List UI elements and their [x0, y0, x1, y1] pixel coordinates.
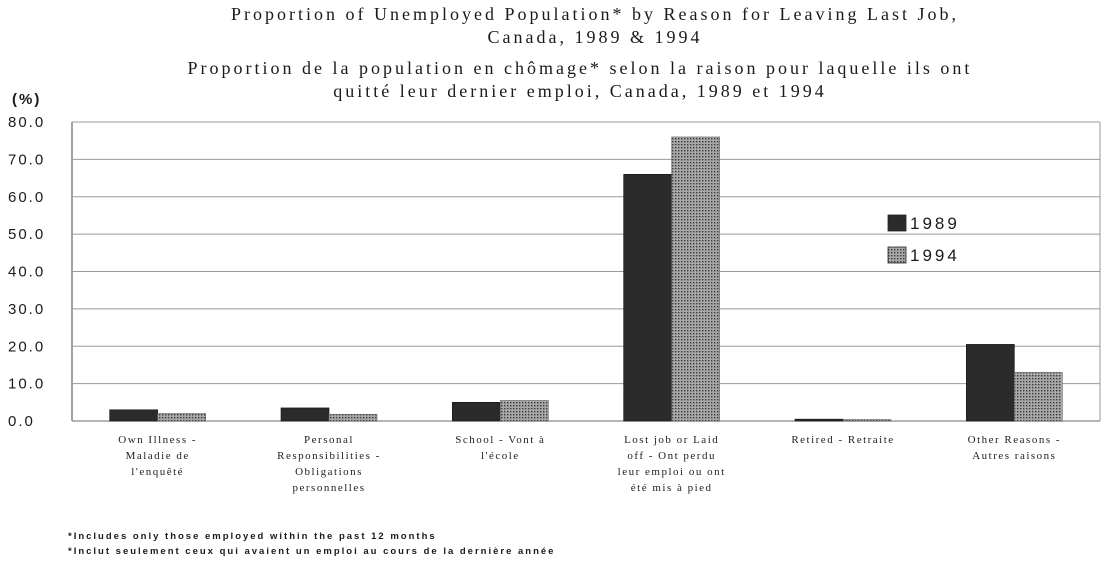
category-label: off - Ont perdu [627, 450, 716, 462]
footnotes: *Includes only those employed within the… [68, 531, 555, 557]
title-line: Canada, 1989 & 1994 [488, 27, 703, 47]
x-axis-categories: Own Illness - Maladie de l'enquêté Personal… [118, 434, 1061, 494]
bar-1989-5 [966, 344, 1015, 422]
category-label: l'école [481, 450, 520, 462]
bar-1989-4 [794, 418, 844, 422]
bar-1994-2 [500, 400, 549, 422]
y-tick-label: 30.0 [8, 301, 45, 318]
bar-1989-2 [452, 402, 501, 422]
category-label: personnelles [293, 482, 366, 494]
y-axis-unit: (%) [12, 91, 41, 108]
bars [109, 136, 1063, 422]
category-label: Lost job or Laid [624, 434, 719, 446]
category-label: Other Reasons - [968, 434, 1061, 446]
bar-1989-3 [623, 174, 672, 422]
category-label: Own Illness - [118, 434, 197, 446]
bar-1989-1 [280, 407, 330, 422]
legend-swatch-1989 [887, 214, 907, 232]
category-label: Retired - Retraite [791, 434, 894, 446]
legend-label: 1989 [910, 214, 960, 233]
y-tick-label: 60.0 [8, 189, 45, 206]
category-label: Personal [304, 434, 354, 446]
y-tick-label: 50.0 [8, 226, 45, 243]
category-label: Autres raisons [972, 450, 1056, 462]
title-line: Proportion of Unemployed Population* by … [231, 4, 959, 24]
title-line: quitté leur dernier emploi, Canada, 1989… [333, 81, 826, 101]
legend: 1989 1994 [887, 214, 960, 265]
gridlines [72, 121, 1100, 422]
bar-1994-3 [671, 136, 720, 422]
bar-1994-0 [157, 413, 206, 422]
bar-1989-0 [109, 409, 158, 422]
chart-title: Proportion of Unemployed Population* by … [188, 4, 973, 101]
category-label: été mis à pied [631, 482, 713, 494]
bar-1994-4 [842, 419, 892, 422]
y-tick-label: 80.0 [8, 114, 45, 131]
category-label: leur emploi ou ont [618, 466, 726, 478]
title-line: Proportion de la population en chômage* … [188, 58, 973, 78]
y-tick-label: 40.0 [8, 264, 45, 281]
y-tick-label: 10.0 [8, 376, 45, 393]
category-label: School - Vont à [455, 434, 545, 446]
y-tick-label: 0.0 [8, 413, 35, 430]
category-label: l'enquêté [131, 466, 184, 478]
bar-1994-1 [328, 413, 378, 422]
category-label: Responsibilities - [277, 450, 381, 462]
footnote: *Inclut seulement ceux qui avaient un em… [68, 546, 555, 557]
y-tick-label: 70.0 [8, 151, 45, 168]
category-label: Obligations [295, 466, 363, 478]
y-tick-label: 20.0 [8, 338, 45, 355]
category-label: Maladie de [126, 450, 190, 462]
bar-1994-5 [1014, 372, 1063, 422]
legend-label: 1994 [910, 246, 960, 265]
legend-swatch-1994 [887, 246, 907, 264]
footnote: *Includes only those employed within the… [68, 531, 437, 542]
